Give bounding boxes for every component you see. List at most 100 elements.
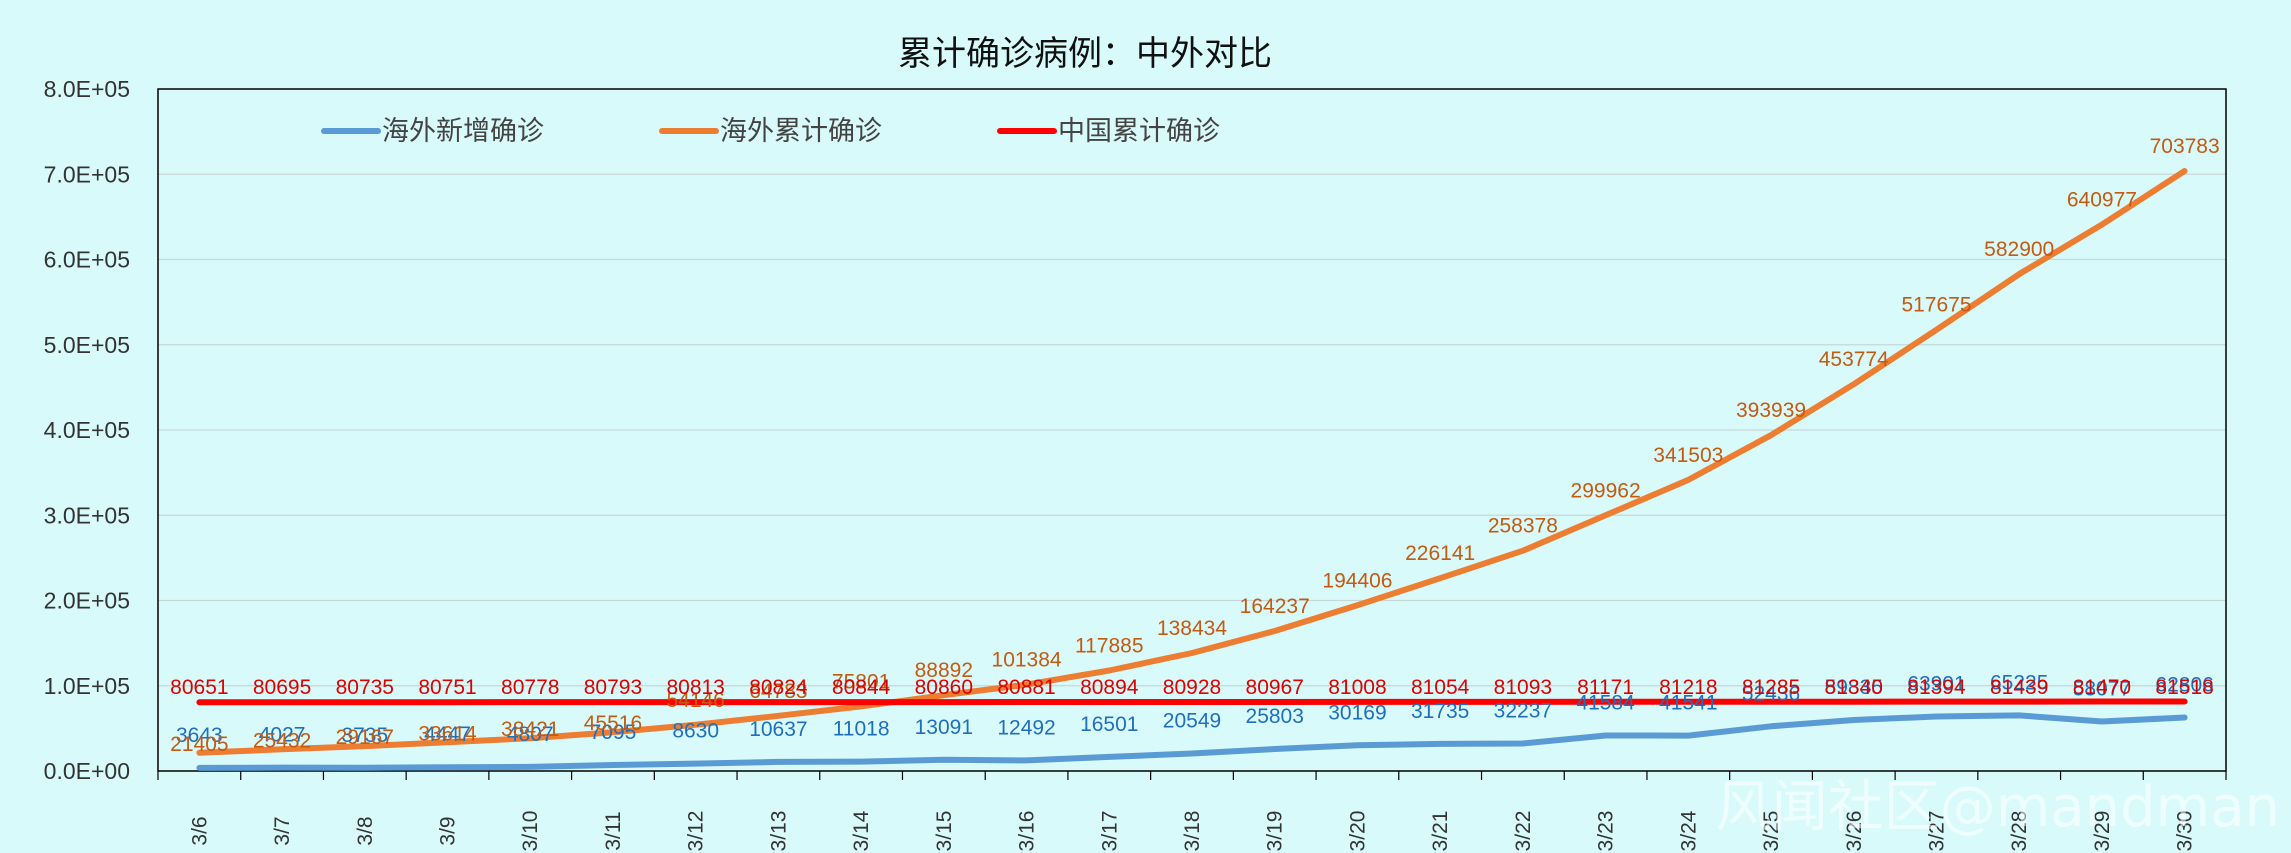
data-label: 299962 (1571, 479, 1641, 502)
x-tick-label: 3/17 (1098, 811, 1121, 852)
x-axis: 3/6 3/7 3/8 3/9 3/10 3/11 3/12 3/13 3/14 3/15 3/16… (157, 771, 2227, 852)
x-tick-label: 3/26 (1843, 811, 1866, 852)
data-label: 8630 (672, 720, 719, 743)
legend-item: 海外累计确诊 (659, 116, 882, 147)
data-label: 81008 (1328, 676, 1386, 699)
data-label: 80778 (501, 676, 559, 699)
data-label: 25803 (1246, 705, 1304, 728)
data-label: 3735 (341, 724, 388, 747)
y-tick-label: 8.0E+05 (44, 76, 130, 102)
data-label: 80735 (336, 676, 394, 699)
data-label: 80860 (915, 676, 973, 699)
data-label: 30169 (1328, 701, 1386, 724)
data-label: 81340 (1825, 676, 1883, 699)
series-line-2 (196, 698, 2188, 706)
data-label: 80844 (832, 676, 891, 699)
x-tick-label: 3/14 (850, 810, 873, 851)
data-label: 88892 (915, 659, 973, 682)
plot-area-frame (157, 88, 2227, 772)
data-label: 80824 (749, 676, 808, 699)
data-label: 54146 (666, 689, 724, 712)
chart-title: 累计确诊病例：中外对比 (898, 34, 1272, 74)
y-tick-label: 1.0E+05 (44, 673, 130, 699)
data-label: 703783 (2150, 135, 2220, 158)
x-tick-label: 3/9 (437, 816, 460, 845)
legend-label: 海外累计确诊 (720, 116, 882, 147)
data-label: 41541 (1659, 692, 1717, 715)
data-label: 517675 (1901, 294, 1971, 317)
data-label: 258378 (1488, 515, 1558, 538)
x-tick-label: 3/23 (1595, 811, 1618, 852)
data-label: 3643 (176, 724, 223, 747)
data-label: 58077 (2073, 677, 2131, 700)
data-label: 81285 (1742, 676, 1800, 699)
y-tick-label: 2.0E+05 (44, 588, 130, 614)
data-label: 453774 (1819, 348, 1889, 371)
y-tick-label: 7.0E+05 (44, 161, 130, 187)
y-tick-label: 3.0E+05 (44, 502, 130, 528)
data-label: 62806 (2155, 673, 2213, 696)
legend-item: 中国累计确诊 (997, 116, 1220, 147)
series-line-1 (196, 168, 2188, 756)
data-label: 138434 (1157, 617, 1227, 640)
data-label: 80651 (170, 676, 228, 699)
gridlines (158, 173, 2226, 687)
x-tick-label: 3/28 (2008, 811, 2031, 852)
y-axis: 0.0E+00 1.0E+05 2.0E+05 3.0E+05 4.0E+05 5.0E+… (44, 76, 130, 784)
x-tick-label: 3/27 (1925, 811, 1948, 852)
data-labels: 3643 4027 3735 4447 4807 7095 8630 10637 11018 13… (170, 135, 2220, 756)
data-label: 80695 (253, 676, 311, 699)
data-label: 20549 (1163, 709, 1221, 732)
x-tick-label: 3/22 (1512, 811, 1535, 852)
data-label: 65225 (1990, 671, 2048, 694)
data-label: 164237 (1240, 595, 1310, 618)
data-label: 12492 (997, 716, 1055, 739)
y-tick-label: 0.0E+00 (44, 758, 130, 784)
data-label: 341503 (1653, 444, 1723, 467)
data-label: 63901 (1907, 673, 1965, 696)
y-tick-label: 5.0E+05 (44, 332, 130, 358)
x-tick-label: 3/24 (1677, 810, 1700, 851)
data-label: 81470 (2073, 676, 2131, 699)
series-line-0 (196, 712, 2188, 771)
x-tick-label: 3/8 (354, 816, 377, 845)
data-label: 80928 (1163, 676, 1221, 699)
data-label: 80967 (1246, 676, 1304, 699)
data-label: 101384 (992, 649, 1062, 672)
data-label: 582900 (1984, 238, 2054, 261)
legend-item: 海外新增确诊 (321, 116, 544, 147)
data-label: 41584 (1576, 692, 1635, 715)
data-label: 640977 (2067, 189, 2137, 212)
data-label: 80894 (1080, 676, 1139, 699)
data-label: 81394 (1907, 676, 1966, 699)
x-tick-label: 3/21 (1429, 811, 1452, 852)
data-label: 4807 (507, 723, 554, 746)
legend-label: 中国累计确诊 (1058, 116, 1220, 147)
data-label: 194406 (1322, 569, 1392, 592)
data-label: 64783 (749, 680, 807, 703)
data-label: 80751 (418, 676, 476, 699)
data-label: 38421 (501, 718, 559, 741)
data-label: 21405 (170, 733, 228, 756)
data-label: 25432 (253, 729, 311, 752)
data-label: 29167 (336, 726, 394, 749)
watermark: 风闻社区@mandman (1716, 775, 2280, 840)
data-label: 80881 (997, 676, 1055, 699)
data-label: 45516 (584, 712, 642, 735)
x-tick-label: 3/15 (933, 811, 956, 852)
legend: 海外新增确诊 海外累计确诊 中国累计确诊 (321, 116, 1220, 147)
data-label: 81518 (2155, 676, 2213, 699)
data-label: 80793 (584, 676, 642, 699)
data-label: 4447 (424, 723, 471, 746)
data-label: 393939 (1736, 399, 1806, 422)
x-tick-label: 3/13 (767, 811, 790, 852)
data-label: 7095 (590, 721, 637, 744)
data-label: 13091 (915, 716, 973, 739)
data-label: 81054 (1411, 676, 1470, 699)
x-tick-label: 3/30 (2174, 811, 2197, 852)
x-tick-label: 3/29 (2091, 811, 2114, 852)
data-label: 16501 (1080, 713, 1138, 736)
x-tick-label: 3/10 (519, 811, 542, 852)
x-tick-label: 3/20 (1346, 811, 1369, 852)
